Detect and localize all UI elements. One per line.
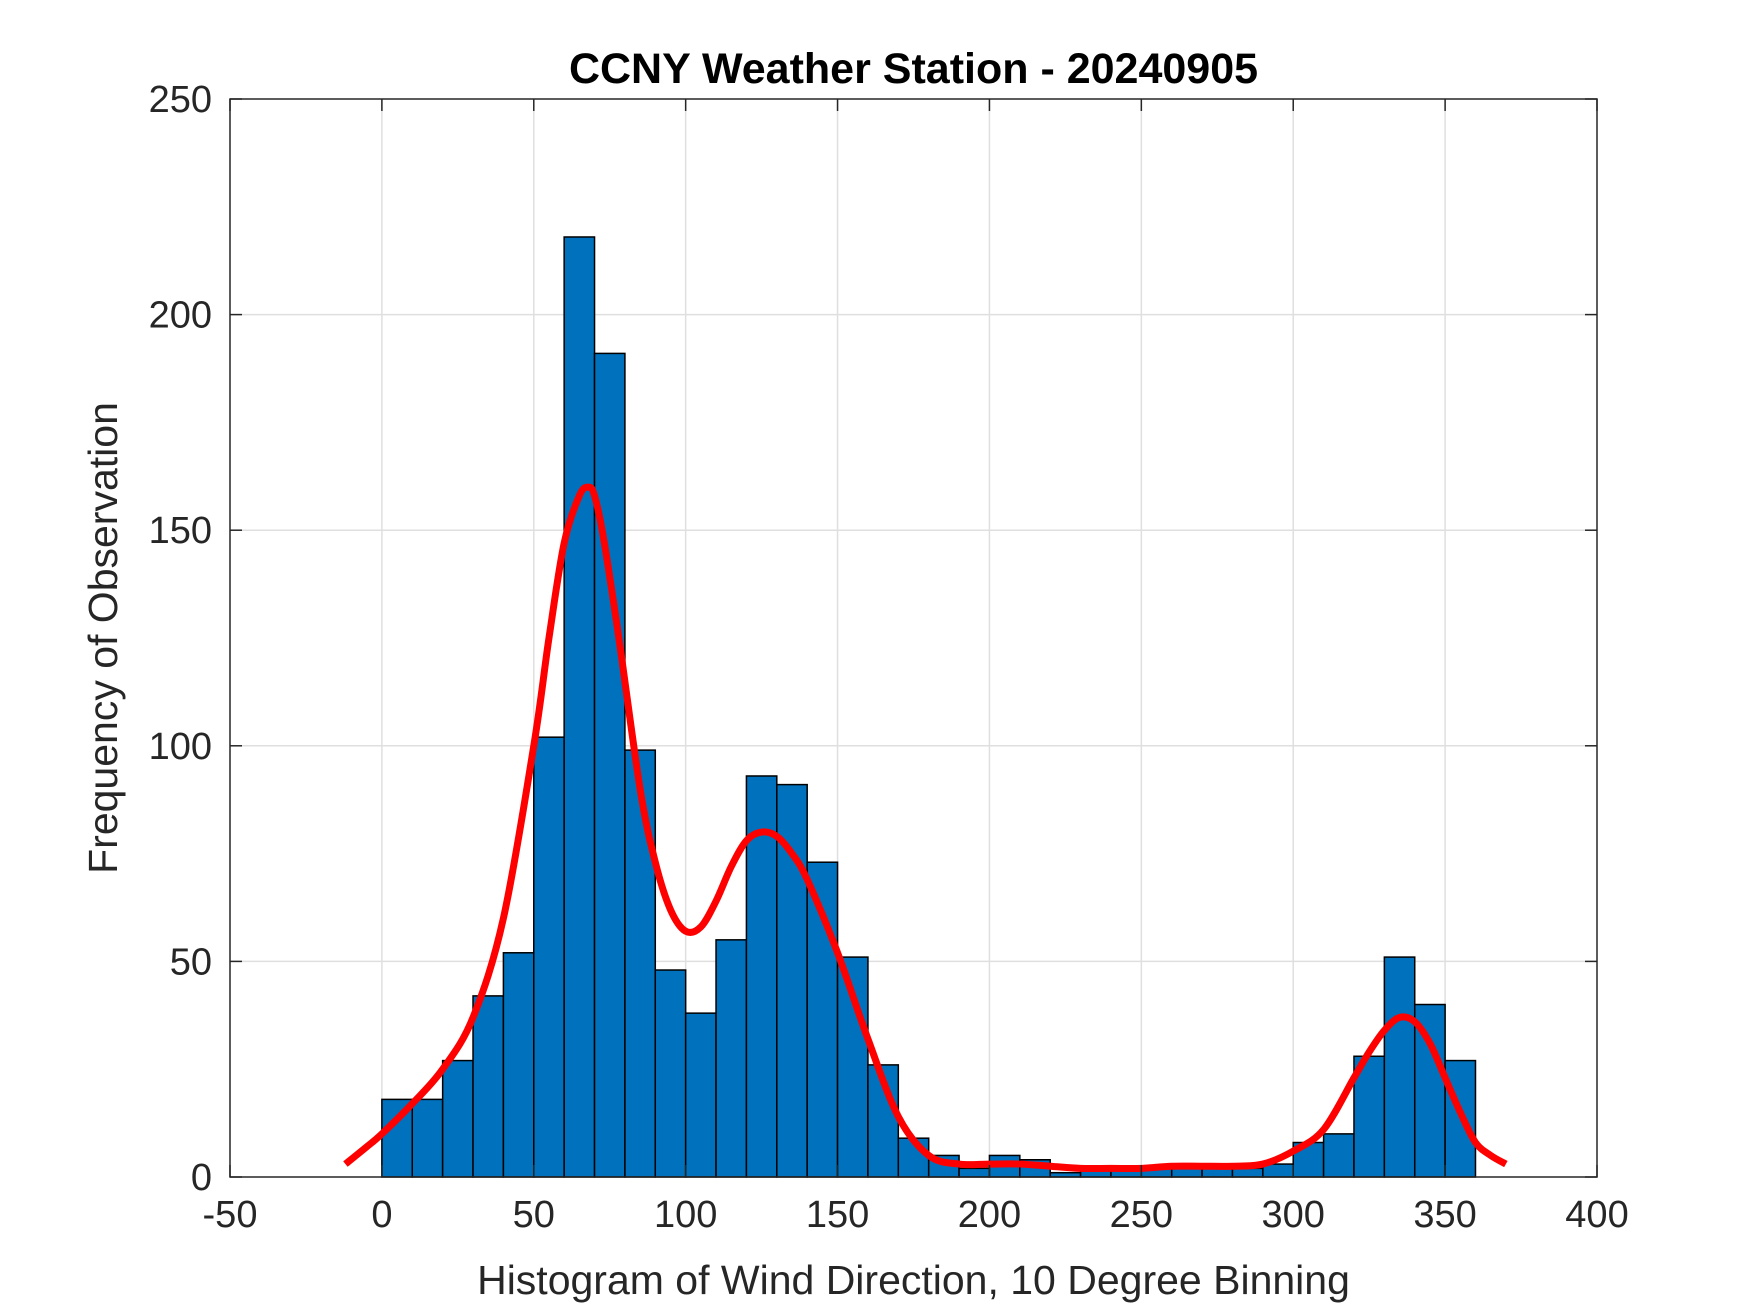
y-axis-label: Frequency of Observation xyxy=(80,402,126,874)
x-tick-label: 200 xyxy=(958,1194,1021,1236)
histogram-bar xyxy=(563,236,596,1178)
histogram-bar xyxy=(502,952,535,1178)
x-tick-label: -50 xyxy=(203,1194,258,1236)
y-tick-label: 250 xyxy=(149,79,212,121)
axes-box xyxy=(229,98,1598,1178)
y-tick-label: 150 xyxy=(149,510,212,552)
histogram-bar xyxy=(1231,1167,1264,1178)
histogram-bar xyxy=(624,749,657,1178)
histogram-bar xyxy=(684,1012,717,1178)
x-tick-label: 0 xyxy=(371,1194,392,1236)
histogram-bar xyxy=(867,1064,900,1178)
density-curve-line xyxy=(343,483,1508,1173)
histogram-bar xyxy=(745,775,778,1178)
y-tick-label: 100 xyxy=(149,726,212,768)
x-tick-label: 250 xyxy=(1110,1194,1173,1236)
histogram-bar xyxy=(958,1167,991,1178)
tick-marks xyxy=(229,98,1598,1178)
y-tick-label: 50 xyxy=(170,941,212,983)
histogram-bar xyxy=(441,1059,474,1178)
x-tick-label: 400 xyxy=(1565,1194,1628,1236)
histogram-bar xyxy=(411,1098,444,1178)
histogram-bar xyxy=(533,736,565,1178)
x-tick-label: 350 xyxy=(1413,1194,1476,1236)
x-axis-label: Histogram of Wind Direction, 10 Degree B… xyxy=(477,1257,1350,1303)
plot-area xyxy=(230,99,1597,1177)
histogram-bar xyxy=(593,352,626,1178)
histogram-bars xyxy=(381,236,1477,1178)
histogram-bar xyxy=(1322,1133,1355,1178)
y-tick-label: 0 xyxy=(191,1157,212,1199)
x-tick-label: 300 xyxy=(1262,1194,1325,1236)
x-tick-label: 50 xyxy=(513,1194,555,1236)
y-tick-label: 200 xyxy=(149,295,212,337)
x-tick-label: 100 xyxy=(654,1194,717,1236)
density-curve xyxy=(343,483,1508,1173)
y-tick-labels: 0 50 100 150 200 250 xyxy=(149,79,212,1199)
histogram-bar xyxy=(472,995,505,1178)
histogram-bar xyxy=(1383,956,1416,1178)
chart-title: CCNY Weather Station - 20240905 xyxy=(569,45,1258,93)
x-tick-label: 150 xyxy=(806,1194,869,1236)
histogram-bar xyxy=(654,969,687,1178)
histogram-bar xyxy=(715,939,748,1178)
x-tick-labels: -50 0 50 100 150 200 250 300 350 400 xyxy=(203,1194,1629,1236)
